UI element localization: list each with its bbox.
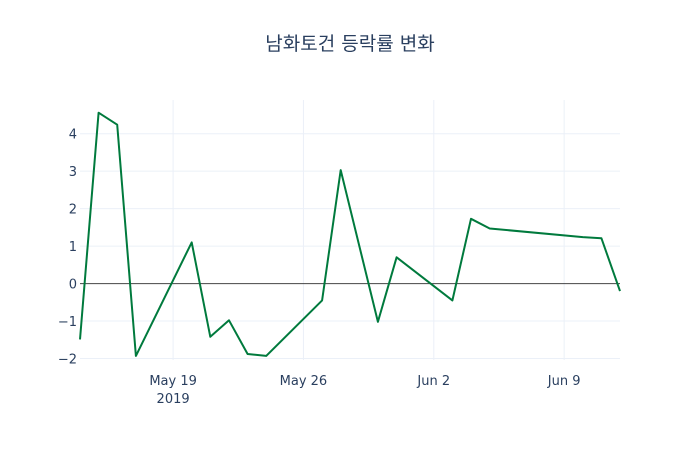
y-tick-label: −1 (58, 315, 77, 330)
x-tick-year-label: 2019 (157, 392, 190, 407)
series-line (79, 111, 621, 357)
x-tick-label: May 26 (280, 374, 328, 389)
y-tick-label: 2 (69, 203, 77, 218)
y-tick-label: 3 (69, 165, 77, 180)
y-tick-label: 4 (69, 128, 77, 143)
x-tick-label: May 19 (149, 374, 197, 389)
y-tick-label: −2 (58, 353, 77, 368)
x-tick-label: Jun 2 (416, 374, 450, 389)
y-tick-label: 0 (69, 278, 77, 293)
y-tick-label: 1 (69, 240, 77, 255)
chart-title: 남화토건 등락률 변화 (265, 33, 434, 55)
x-tick-label: Jun 9 (547, 374, 581, 389)
